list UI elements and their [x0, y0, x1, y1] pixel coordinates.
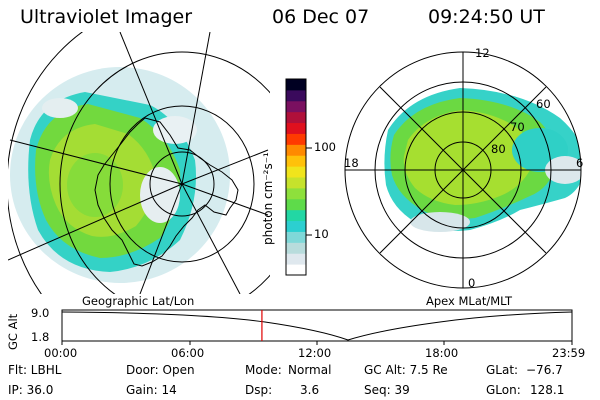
status-mode-value: Normal [288, 363, 332, 377]
status-dsp-value: 3.6 [300, 383, 320, 397]
status-glon-label: GLon: [486, 383, 521, 397]
colorbar-cell [286, 89, 306, 102]
time-tick-1800: 18:00 [425, 346, 459, 360]
geographic-grid [8, 32, 270, 294]
status-glat-label: GLat: [486, 363, 519, 377]
mlat-label-80: 80 [491, 142, 506, 156]
left-panel-caption: Geographic Lat/Lon [82, 294, 195, 308]
colorbar-cell [286, 111, 306, 124]
colorbar-tick-10: 10 [314, 227, 329, 241]
status-dsp-label: Dsp: [245, 383, 273, 397]
mlt-label-0: 0 [468, 276, 476, 290]
altitude-ymax: 9.0 [31, 306, 50, 320]
altitude-ylabel: GC Alt [6, 313, 20, 350]
time-label: 09:24:50 UT [428, 6, 545, 28]
mlt-label-12: 12 [475, 46, 490, 60]
colorbar-cell [286, 79, 306, 91]
colorbar-tick-100: 100 [314, 140, 336, 154]
colorbar-cell [286, 177, 306, 189]
colorbar-cell [286, 264, 306, 276]
colorbar [285, 78, 312, 276]
status-mode-label: Mode: [245, 363, 282, 377]
polar-grid [344, 51, 582, 289]
colorbar-cell [286, 144, 306, 156]
colorbar-cell [286, 209, 306, 222]
colorbar-cell [286, 133, 306, 145]
colorbar-cell [286, 198, 306, 211]
colorbar-cell [286, 155, 306, 167]
colorbar-cell [286, 122, 306, 134]
mlat-label-70: 70 [510, 120, 525, 134]
colorbar-cell [286, 242, 306, 254]
mlt-label-6: 6 [576, 156, 584, 170]
status-flt: Flt: LBHL [8, 363, 62, 377]
time-tick-2359: 23:59 [552, 346, 586, 360]
time-tick-0000: 00:00 [44, 346, 78, 360]
colorbar-cell [286, 187, 306, 200]
status-glat-value: −76.7 [526, 363, 563, 377]
altitude-plot [61, 309, 573, 345]
status-glon-value: 128.1 [530, 383, 565, 397]
magnetic-polar-plot [344, 51, 582, 289]
aurora-image-geographic [10, 67, 230, 283]
status-gc-alt: GC Alt: 7.5 Re [364, 363, 448, 377]
coastline-antarctica [94, 117, 239, 267]
colorbar-cell [286, 166, 306, 178]
status-door: Door: Open [126, 363, 195, 377]
colorbar-cell [286, 253, 306, 265]
date-label: 06 Dec 07 [272, 6, 370, 28]
colorbar-cell [286, 100, 306, 113]
mlt-label-18: 18 [344, 156, 359, 170]
mlat-label-60: 60 [536, 97, 551, 111]
altitude-curve [62, 311, 572, 341]
right-panel-caption: Apex MLat/MLT [426, 294, 513, 308]
time-tick-1200: 12:00 [298, 346, 332, 360]
altitude-ymin: 1.8 [31, 330, 50, 344]
geographic-map [8, 32, 270, 294]
status-ip: IP: 36.0 [8, 383, 54, 397]
colorbar-unit-label: photon cm⁻²s⁻¹ [261, 152, 275, 245]
time-tick-0600: 06:00 [171, 346, 205, 360]
status-seq: Seq: 39 [364, 383, 410, 397]
colorbar-cell [286, 220, 306, 232]
status-gain: Gain: 14 [126, 383, 177, 397]
colorbar-cell [286, 231, 306, 243]
instrument-title: Ultraviolet Imager [20, 6, 193, 28]
